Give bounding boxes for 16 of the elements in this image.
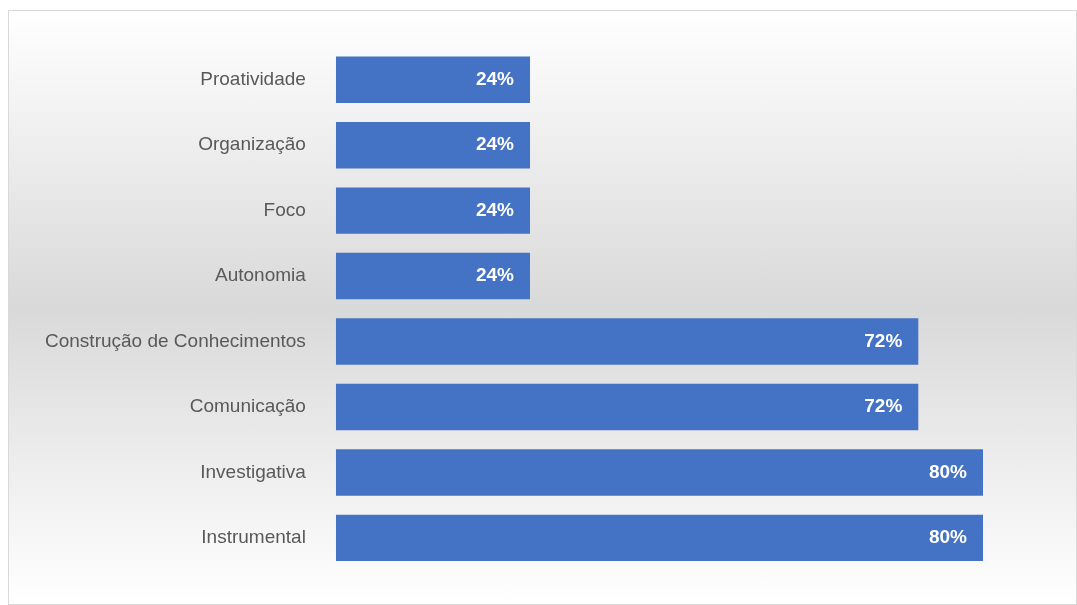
y-tick-label: Foco [263,198,306,220]
data-label: 80% [928,526,968,548]
data-label: 24% [475,133,515,155]
y-tick-label: Autonomia [215,264,307,286]
y-tick-label: Proatividade [200,67,306,89]
y-tick-label: Instrumental [201,526,306,548]
data-label: 24% [475,67,515,89]
data-label: 24% [475,198,515,220]
data-label: 80% [928,460,968,482]
data-label: 72% [864,329,903,351]
y-tick-label: Construção de Conhecimentos [44,329,306,351]
data-label: 72% [864,395,903,417]
y-tick-label: Comunicação [189,395,306,417]
y-tick-label: Organização [198,133,306,155]
y-tick-label: Investigativa [200,460,307,482]
data-label: 24% [475,264,515,286]
